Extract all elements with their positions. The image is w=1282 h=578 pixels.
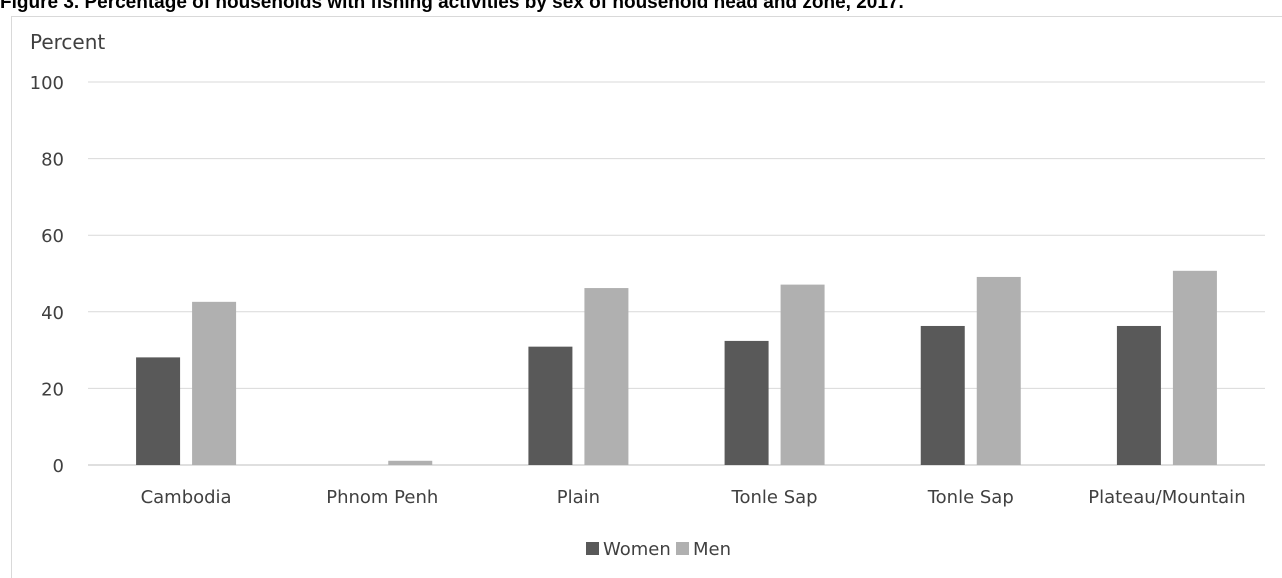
x-tick-label: Plateau/Mountain — [1088, 487, 1245, 508]
bar-women — [1116, 325, 1161, 465]
y-tick-label: 60 — [41, 226, 64, 247]
x-tick-label: Plain — [557, 487, 600, 508]
y-tick-label: 40 — [41, 303, 64, 324]
legend: Women Men — [586, 539, 731, 560]
bar-men — [780, 284, 825, 465]
legend-swatch-men — [676, 542, 689, 555]
chart-title: Figure 3. Percentage of households with … — [0, 0, 904, 13]
bar-women — [724, 340, 769, 465]
gridlines — [88, 81, 1265, 466]
x-tick-label: Tonle Sap — [731, 487, 818, 508]
bar-women — [528, 346, 573, 465]
y-tick-label: 100 — [30, 73, 64, 94]
chart-frame — [11, 16, 1282, 578]
bar-women — [920, 325, 965, 465]
bar-men — [1172, 270, 1217, 465]
y-axis-label: Percent — [30, 30, 105, 54]
y-tick-label: 20 — [41, 379, 64, 400]
legend-swatch-women — [586, 542, 599, 555]
bar-women — [136, 357, 181, 465]
y-tick-labels: 0 20 40 60 80 100 — [30, 73, 64, 477]
x-tick-labels: Cambodia Phnom Penh Plain Tonle Sap Tonle Sa… — [141, 487, 1246, 508]
bar-men — [388, 460, 433, 465]
legend-label-women: Women — [603, 539, 671, 560]
x-tick-label: Tonle Sap — [927, 487, 1014, 508]
legend-label-men: Men — [693, 539, 731, 560]
bars — [136, 270, 1217, 465]
x-tick-label: Cambodia — [141, 487, 232, 508]
bar-men — [192, 301, 237, 465]
y-tick-label: 80 — [41, 150, 64, 171]
bar-men — [976, 276, 1021, 465]
y-tick-label: 0 — [53, 456, 64, 477]
x-tick-label: Phnom Penh — [326, 487, 438, 508]
bar-men — [584, 288, 629, 465]
